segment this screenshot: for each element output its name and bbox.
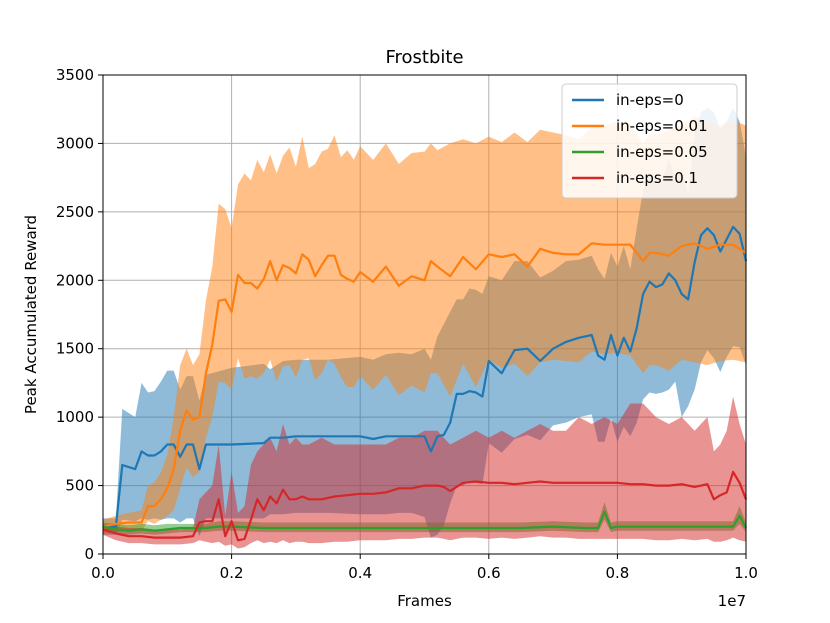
series-line-0 — [103, 225, 748, 528]
series-band-0 — [103, 107, 746, 538]
x-tick-label: 0.0 — [91, 564, 115, 582]
series-line-3 — [102, 470, 748, 542]
legend-entry: in-eps=0.05 — [616, 143, 708, 161]
y-tick-label: 1500 — [56, 340, 94, 358]
y-tick-label: 3500 — [56, 66, 94, 84]
legend: in-eps=0 in-eps=0.01 in-eps=0.05 in-eps=0.1 — [561, 83, 738, 199]
y-axis-ticks: 0 500 1000 1500 2000 2500 3000 3500 — [56, 66, 103, 563]
x-tick-label: 0.8 — [605, 564, 629, 582]
series-line-2 — [102, 510, 747, 532]
legend-entry: in-eps=0.01 — [616, 117, 708, 135]
legend-box — [561, 83, 738, 199]
y-tick-label: 0 — [84, 545, 94, 563]
x-tick-label: 0.2 — [220, 564, 244, 582]
x-axis-offset-label: 1e7 — [718, 592, 746, 610]
x-axis-label: Frames — [397, 592, 452, 610]
y-tick-label: 500 — [65, 477, 94, 495]
y-axis-label: Peak Accumulated Reward — [22, 215, 40, 414]
x-tick-label: 0.6 — [477, 564, 501, 582]
y-tick-label: 3000 — [56, 134, 94, 152]
series-line-1 — [102, 242, 747, 528]
series-lines — [102, 225, 748, 542]
y-tick-label: 2500 — [56, 203, 94, 221]
legend-entry: in-eps=0.1 — [616, 169, 698, 187]
x-tick-label: 1.0 — [734, 564, 758, 582]
plot-frame — [102, 74, 747, 555]
y-tick-label: 2000 — [56, 271, 94, 289]
series-band-1 — [103, 116, 746, 534]
chart-title: Frostbite — [385, 47, 463, 68]
x-axis-ticks: 0.0 0.2 0.4 0.6 0.8 1.0 — [91, 554, 758, 582]
x-tick-label: 0.4 — [348, 564, 372, 582]
legend-entry: in-eps=0 — [616, 91, 684, 109]
y-tick-label: 1000 — [56, 408, 94, 426]
